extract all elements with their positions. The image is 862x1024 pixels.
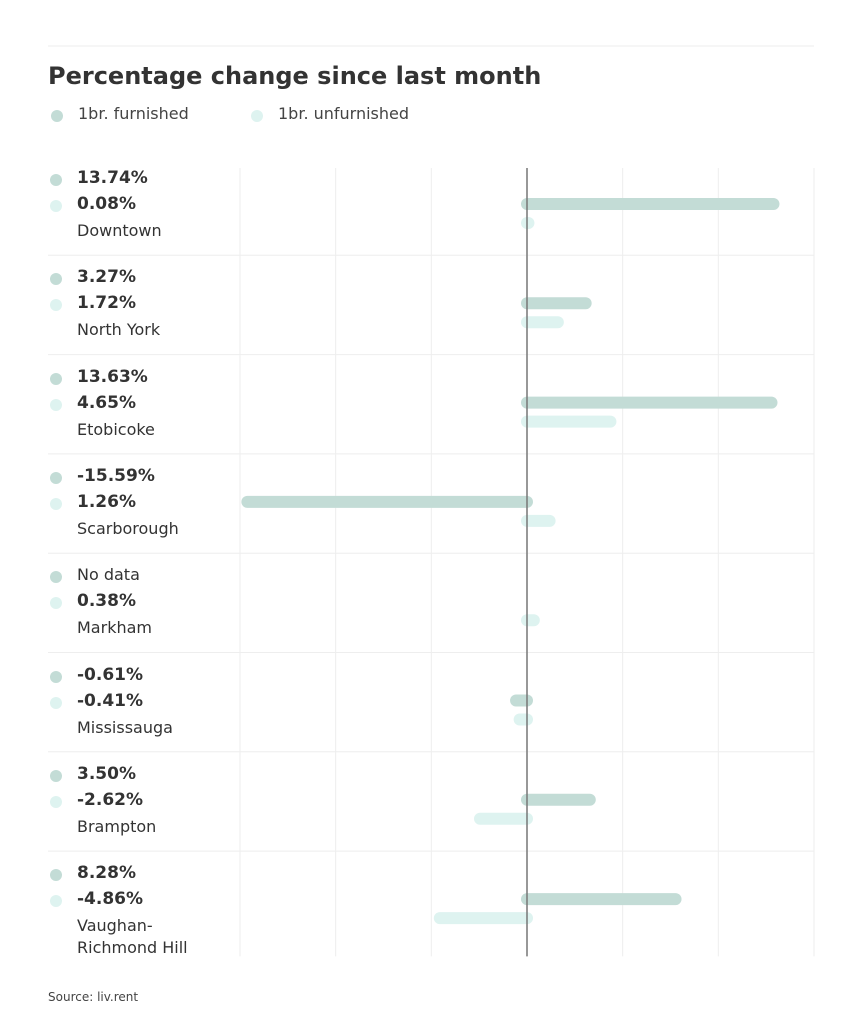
legend-swatch xyxy=(251,110,263,122)
value-label: -4.86% xyxy=(77,889,144,910)
value-label: -0.61% xyxy=(77,664,144,685)
value-label: -15.59% xyxy=(77,465,155,486)
series-swatch xyxy=(50,571,62,584)
value-label: 1.26% xyxy=(77,491,136,512)
category-label: Markham xyxy=(77,618,152,638)
series-swatch xyxy=(50,273,62,286)
series-swatch xyxy=(50,696,62,709)
value-label: 8.28% xyxy=(77,863,136,884)
series-swatch xyxy=(50,769,62,782)
category-label: Etobicoke xyxy=(77,419,155,439)
source: Source: liv.rent xyxy=(48,990,139,1004)
value-label: -2.62% xyxy=(77,789,144,810)
series-swatch xyxy=(50,299,62,312)
series-swatch xyxy=(50,497,62,510)
value-label: 0.08% xyxy=(77,194,136,214)
title: Percentage change since last month xyxy=(48,62,542,90)
series-swatch xyxy=(50,597,62,610)
series-swatch xyxy=(50,372,62,385)
category-label: Downtown xyxy=(77,221,162,240)
category-label: Brampton xyxy=(77,816,157,836)
series-swatch xyxy=(50,471,62,484)
value-label: 0.38% xyxy=(77,591,136,612)
category-label: Mississauga xyxy=(77,717,173,737)
legend-label: 1br. unfurnished xyxy=(278,104,410,123)
value-label: 3.27% xyxy=(77,267,136,288)
value-label: 13.74% xyxy=(77,168,148,188)
series-swatch xyxy=(50,795,62,808)
series-swatch xyxy=(50,200,62,212)
legend-label: 1br. furnished xyxy=(78,104,189,123)
series-swatch xyxy=(50,174,62,186)
legend-swatch xyxy=(51,110,63,122)
value-label: 4.65% xyxy=(77,392,136,413)
series-swatch xyxy=(50,869,62,882)
category-label: Scarborough xyxy=(77,518,179,538)
series-swatch xyxy=(50,670,62,683)
value-label: No data xyxy=(77,565,140,585)
value-label: 1.72% xyxy=(77,293,136,314)
series-swatch xyxy=(50,895,62,908)
category-label: North York xyxy=(77,320,161,340)
category-label: Vaughan-Richmond Hill xyxy=(77,916,188,958)
value-label: 13.63% xyxy=(77,366,148,387)
value-label: 3.50% xyxy=(77,763,136,784)
value-label: -0.41% xyxy=(77,690,144,711)
series-swatch xyxy=(50,398,62,411)
